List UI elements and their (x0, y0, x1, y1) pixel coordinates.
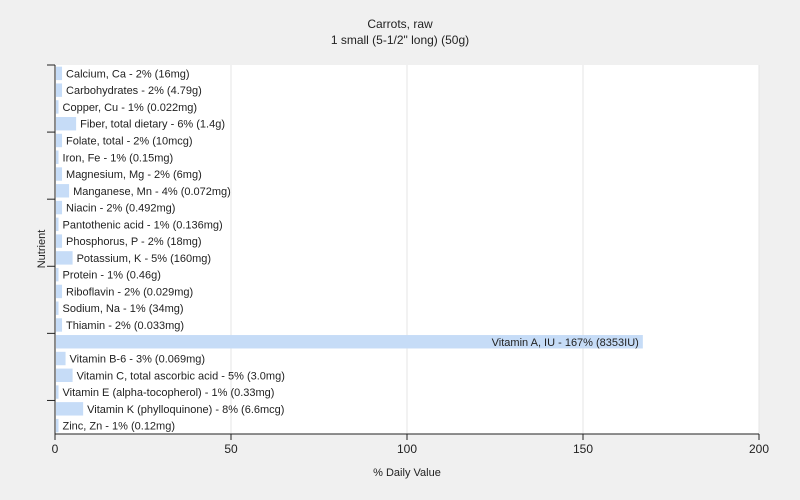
bar-label: Niacin - 2% (0.492mg) (66, 203, 175, 215)
bar (56, 335, 643, 349)
bar (56, 318, 63, 332)
bar (56, 66, 63, 81)
bar (56, 402, 84, 416)
x-tick-label: 150 (573, 442, 593, 456)
x-tick-label: 200 (749, 442, 769, 456)
bar (56, 133, 63, 148)
bar (56, 184, 70, 198)
bar-label: Magnesium, Mg - 2% (6mg) (66, 169, 202, 181)
bar (56, 385, 59, 399)
bar-label: Vitamin K (phylloquinone) - 8% (6.6mcg) (87, 404, 284, 416)
bar-label: Folate, total - 2% (10mcg) (66, 135, 193, 147)
bar (56, 251, 73, 265)
x-tick-labels: 0 50 100 150 200 (52, 442, 770, 456)
bar-label: Phosphorus, P - 2% (18mg) (66, 236, 202, 248)
bar (56, 150, 59, 164)
x-tick-label: 50 (224, 442, 238, 456)
bar-label: Copper, Cu - 1% (0.022mg) (63, 102, 198, 114)
bar-label: Vitamin E (alpha-tocopherol) - 1% (0.33m… (63, 387, 275, 399)
bar (56, 167, 63, 181)
bar-label: Calcium, Ca - 2% (16mg) (66, 68, 189, 80)
x-tick-label: 0 (52, 442, 59, 456)
bar (56, 351, 66, 366)
bar (56, 83, 63, 97)
bar (56, 267, 59, 282)
bar-label: Carbohydrates - 2% (4.79g) (66, 85, 202, 97)
bar-label: Riboflavin - 2% (0.029mg) (66, 286, 193, 298)
bar (56, 301, 59, 315)
bar-label: Sodium, Na - 1% (34mg) (63, 303, 184, 315)
bar (56, 368, 73, 383)
bar (56, 116, 77, 131)
bar-label: Iron, Fe - 1% (0.15mg) (63, 152, 174, 164)
grid-lines (230, 65, 760, 434)
bar-label: Vitamin A, IU - 167% (8353IU) (492, 337, 639, 349)
bar-label: Manganese, Mn - 4% (0.072mg) (73, 186, 231, 198)
y-axis-label: Nutrient (36, 230, 48, 269)
bar-label: Vitamin B-6 - 3% (0.069mg) (70, 354, 206, 366)
chart-title: Carrots, raw (367, 17, 433, 31)
bar (56, 200, 63, 215)
bar-label: Thiamin - 2% (0.033mg) (66, 320, 184, 332)
bar-label: Vitamin C, total ascorbic acid - 5% (3.0… (77, 370, 285, 382)
chart-subtitle: 1 small (5-1/2" long) (50g) (331, 33, 469, 47)
bar (56, 100, 59, 114)
x-axis-label: % Daily Value (373, 467, 441, 479)
bar-label: Protein - 1% (0.46g) (63, 270, 161, 282)
axes-group (47, 64, 760, 440)
bar (56, 284, 63, 299)
bar (56, 217, 59, 232)
x-tick-label: 100 (397, 442, 417, 456)
bar-label: Pantothenic acid - 1% (0.136mg) (63, 219, 223, 231)
bar-label: Potassium, K - 5% (160mg) (77, 253, 212, 265)
bar-label: Zinc, Zn - 1% (0.12mg) (63, 421, 175, 433)
bar-labels-group: Calcium, Ca - 2% (16mg) Carbohydrates - 2… (63, 68, 639, 432)
bars-group (56, 66, 643, 433)
bar (56, 234, 63, 248)
bar-label: Fiber, total dietary - 6% (1.4g) (80, 119, 225, 131)
bar (56, 418, 59, 433)
